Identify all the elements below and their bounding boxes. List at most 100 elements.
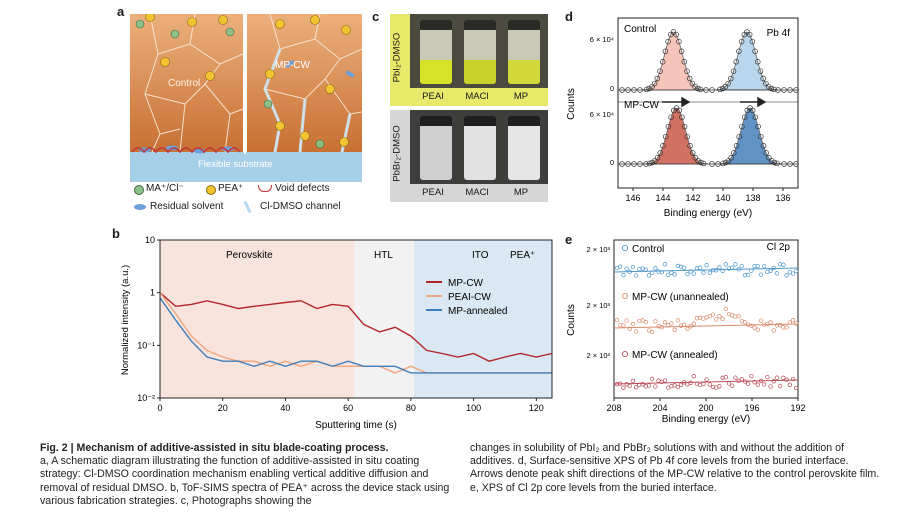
e-ytick-1: 2 × 10³	[586, 245, 610, 254]
e-data-point	[653, 384, 658, 389]
d-data-point	[728, 155, 734, 161]
e-xtick-label: 204	[652, 403, 667, 413]
d-shift-arrows	[662, 96, 767, 108]
d-data-point	[646, 85, 652, 92]
e-data-point	[739, 263, 744, 269]
e-data-point	[723, 262, 728, 267]
e-data-point	[662, 378, 668, 383]
d-data-point	[766, 155, 772, 161]
panel-d-chart: Pb 4f Control MP-CW 6 × 10⁴ 0 6 × 10⁴ 0 …	[566, 17, 799, 219]
d-data-point	[741, 114, 748, 120]
d-data-point	[787, 161, 793, 167]
d-data-point	[678, 48, 685, 55]
e-data-point	[627, 326, 632, 332]
d-data-point	[689, 150, 696, 156]
vial-label-row2-1: PEAI	[422, 187, 444, 198]
d-title: Pb 4f	[767, 28, 791, 39]
d-annot-control: Control	[624, 24, 656, 35]
b-series-mp-cw	[159, 292, 553, 362]
d-data-point	[731, 150, 737, 156]
d-data-point	[689, 80, 696, 87]
panel-e-label: e	[565, 232, 573, 247]
d-data-point	[695, 158, 701, 164]
d-data-point	[755, 123, 761, 130]
d-data-point	[730, 68, 737, 74]
e-data-point	[678, 382, 684, 387]
vial-label-row2-3: MP	[513, 187, 529, 198]
e-data-point	[736, 313, 741, 319]
d-data-point	[757, 68, 764, 74]
e-data-point	[621, 273, 626, 278]
e-data-point	[672, 272, 677, 277]
e-data-point	[774, 375, 780, 380]
d-data-point	[736, 48, 742, 55]
d-data-point	[763, 150, 769, 156]
d-ytick-bot-lo: 0	[610, 158, 614, 167]
e-data-point	[749, 323, 754, 329]
d-data-point	[631, 87, 637, 93]
e-data-point	[755, 382, 760, 387]
d-data-point	[654, 155, 661, 161]
e-xlabel: Binding energy (eV)	[662, 414, 750, 425]
b-xtick-label: 40	[280, 403, 290, 413]
d-data-point	[619, 87, 625, 93]
d-peak-0-1	[715, 31, 779, 91]
d-data-point	[676, 107, 682, 114]
e-data-point	[704, 263, 709, 268]
d-data-point	[684, 68, 690, 74]
d-data-point	[752, 114, 759, 120]
e-data-point	[771, 328, 776, 333]
d-data-point	[781, 87, 787, 93]
e-ytick-3: 2 × 10³	[586, 351, 610, 360]
e-data-point	[742, 320, 748, 325]
e-data-point	[653, 319, 658, 324]
b-xtick-label: 60	[343, 403, 353, 413]
e-data-point	[758, 318, 764, 323]
e-data-point	[685, 271, 690, 277]
d-data-point	[738, 38, 745, 45]
e-data-point	[733, 314, 738, 319]
d-data-point	[637, 87, 643, 93]
e-fit-line	[613, 323, 799, 329]
e-data-point	[758, 272, 764, 277]
d-ytick-top-lo: 0	[610, 84, 614, 93]
vial-macl-row2	[464, 116, 496, 180]
d-xtick-label: 138	[745, 193, 760, 203]
e-data-point	[643, 319, 648, 325]
e-data-point	[666, 272, 671, 277]
e-data-point	[662, 262, 668, 267]
e-data-point	[790, 376, 796, 382]
d-data-point	[649, 159, 655, 166]
b-legend-mpannealed: MP-annealed	[448, 306, 507, 317]
figure-caption-right: changes in solubility of PbI₂ and PbBr₂ …	[470, 442, 880, 495]
d-data-point	[760, 75, 766, 82]
caption-left-text: a, A schematic diagram illustrating the …	[40, 455, 450, 507]
e-data-point	[630, 378, 636, 384]
d-data-point	[679, 114, 685, 120]
e-data-point	[634, 385, 639, 390]
d-ytick-top-hi: 6 × 10⁴	[590, 35, 614, 44]
d-data-point	[763, 80, 769, 87]
e-ytick-2: 2 × 10³	[586, 301, 610, 310]
e-xtick-label: 196	[744, 403, 759, 413]
d-data-point	[649, 83, 655, 90]
e-data-point	[755, 263, 760, 269]
e-legend-control: Control	[632, 244, 664, 255]
substrate-label: Flexible substrate	[198, 159, 272, 170]
e-ylabel: Counts	[566, 304, 577, 336]
d-data-point	[775, 87, 781, 93]
d-peak-1-1	[718, 107, 782, 165]
d-data-point	[625, 161, 631, 167]
b-xtick-label: 20	[218, 403, 228, 413]
e-data-point	[653, 266, 658, 271]
e-data-point	[707, 382, 712, 387]
d-data-point	[725, 80, 731, 87]
vial-label-row2-2: MACl	[465, 187, 489, 198]
e-data-point	[790, 271, 796, 276]
e-data-point	[765, 374, 770, 380]
e-data-point	[704, 377, 709, 382]
d-data-point	[686, 75, 693, 82]
d-data-point	[709, 161, 715, 167]
legend-channel: Cl-DMSO channel	[260, 201, 341, 212]
e-data-point	[682, 265, 687, 270]
